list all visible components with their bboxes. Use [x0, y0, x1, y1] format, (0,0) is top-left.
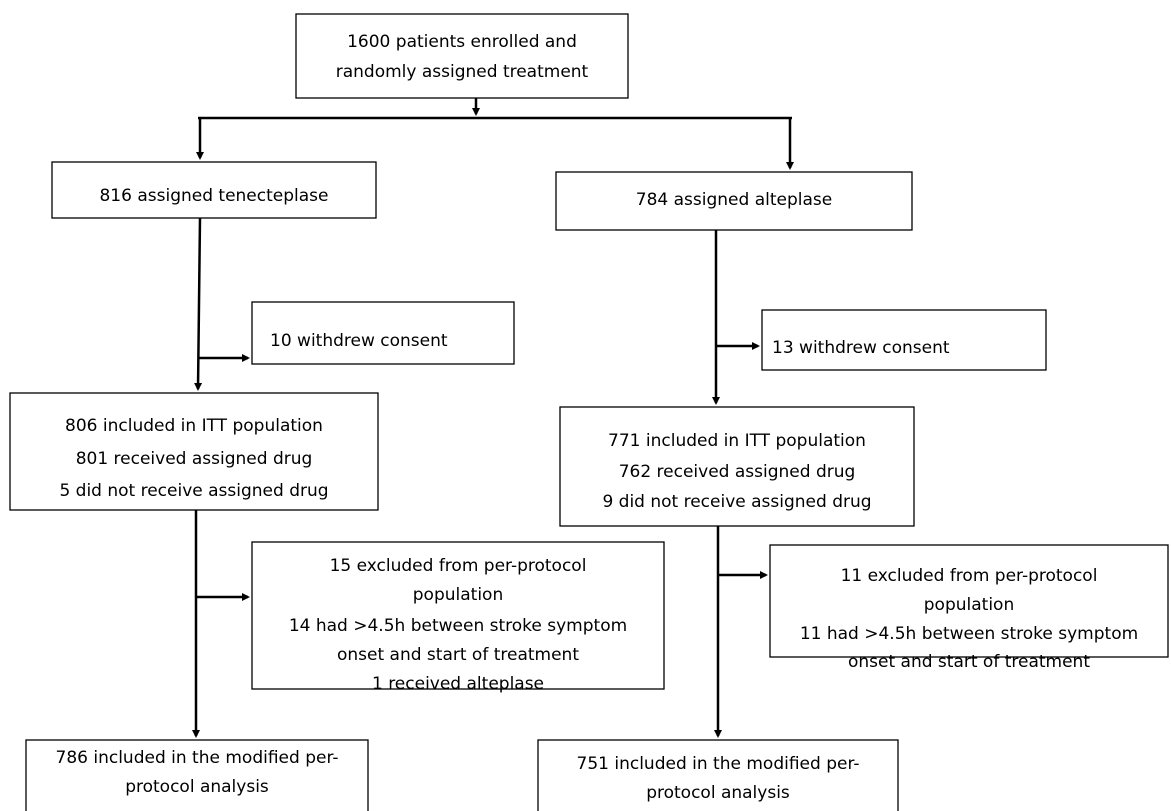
box — [769, 544, 1169, 658]
node-text: onset and start of treatment — [848, 652, 1090, 672]
node-text: 11 had >4.5h between stroke symptom — [800, 624, 1138, 644]
node-text: 751 included in the modified per- — [577, 754, 860, 774]
node-text: 10 withdrew consent — [270, 331, 448, 351]
box — [251, 541, 665, 690]
node-text: population — [413, 585, 503, 605]
node-text: 1600 patients enrolled and — [347, 32, 577, 52]
node-text: 1 received alteplase — [372, 674, 544, 694]
node-text: 15 excluded from per-protocol — [330, 556, 587, 576]
node-text: onset and start of treatment — [337, 645, 579, 665]
box — [761, 309, 1047, 371]
node-text: 786 included in the modified per- — [56, 748, 339, 768]
node-text: 801 received assigned drug — [76, 449, 313, 469]
node-text: 9 did not receive assigned drug — [602, 492, 871, 512]
node-text: 784 assigned alteplase — [636, 190, 832, 210]
node-text: 816 assigned tenecteplase — [99, 186, 328, 206]
node-text: randomly assigned treatment — [336, 62, 589, 82]
arrow — [194, 217, 203, 391]
box — [295, 13, 629, 99]
node-text: 11 excluded from per-protocol — [841, 566, 1098, 586]
box — [9, 392, 379, 511]
box — [537, 739, 899, 811]
box — [51, 161, 377, 219]
box — [251, 301, 515, 365]
node-text: 771 included in ITT population — [608, 431, 866, 451]
node-text: population — [924, 595, 1014, 615]
node-text: 5 did not receive assigned drug — [59, 481, 328, 501]
box — [559, 406, 915, 527]
box — [25, 739, 369, 811]
box — [555, 171, 913, 231]
node-text: 806 included in ITT population — [65, 416, 323, 436]
node-text: 762 received assigned drug — [619, 462, 856, 482]
node-text: protocol analysis — [646, 783, 790, 803]
node-text: protocol analysis — [125, 777, 269, 797]
connectors — [192, 98, 794, 738]
node-text: 13 withdrew consent — [772, 338, 950, 358]
node-text: 14 had >4.5h between stroke symptom — [289, 616, 627, 636]
